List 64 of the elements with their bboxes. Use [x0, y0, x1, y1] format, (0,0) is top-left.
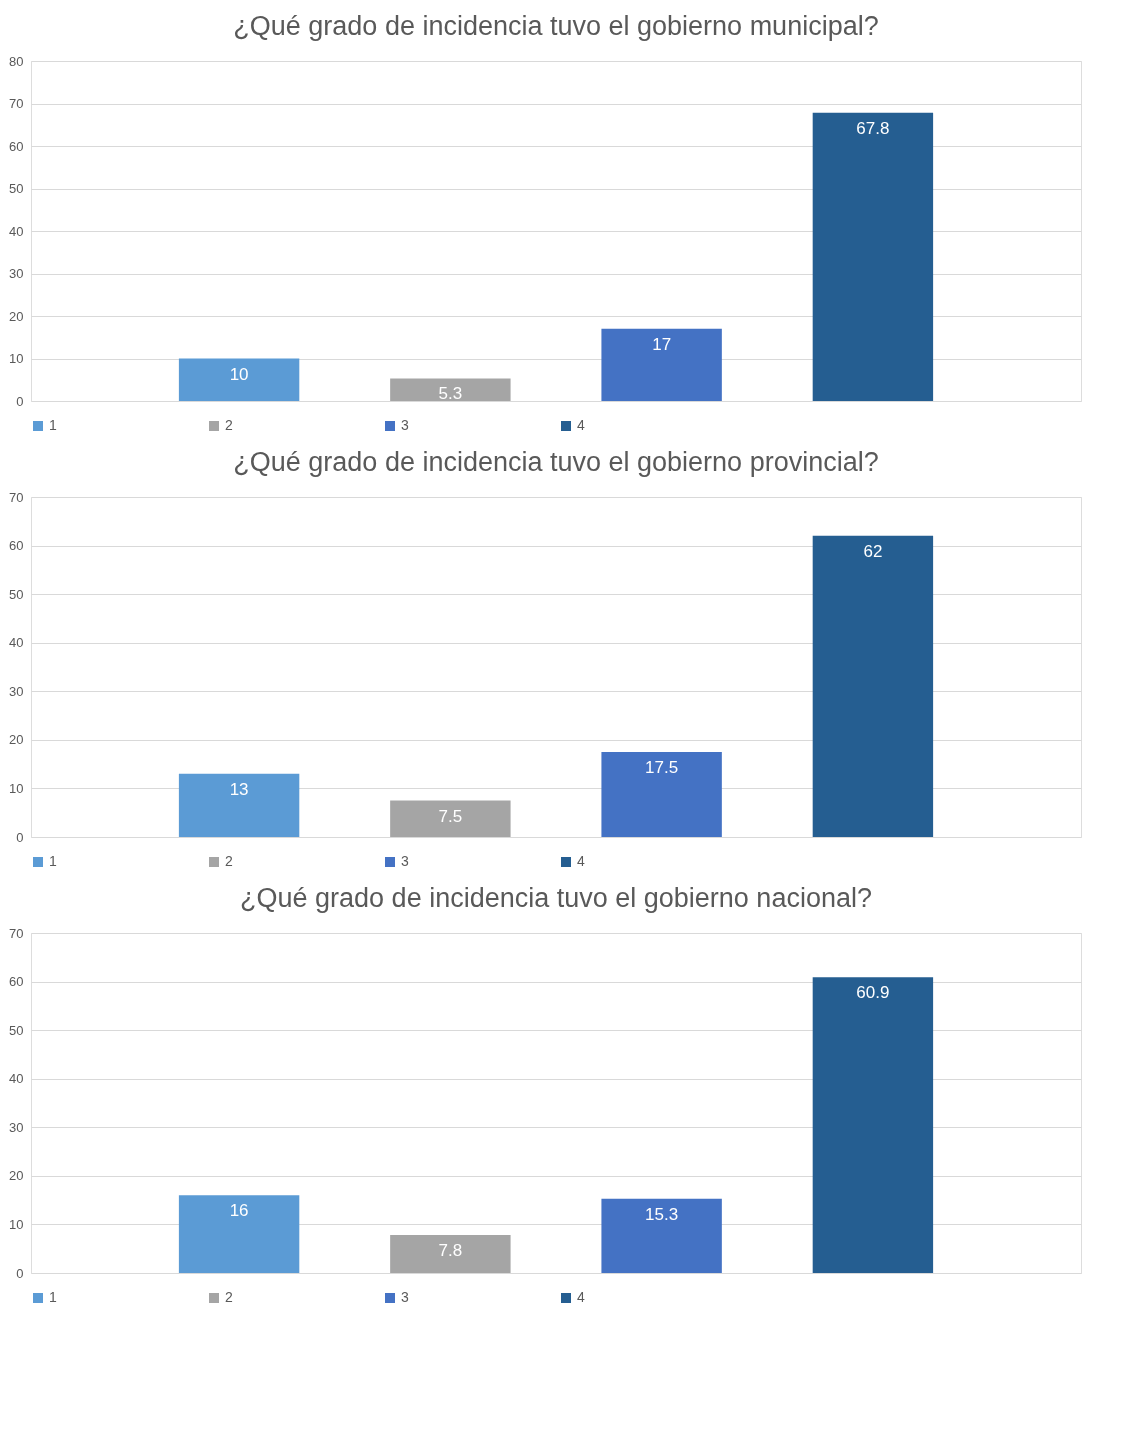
y-tick-label: 70 [9, 925, 24, 941]
y-tick-label: 70 [9, 489, 24, 505]
legend-label: 2 [225, 1289, 233, 1305]
bar [178, 773, 300, 837]
data-label: 60.9 [856, 983, 890, 1003]
bar [812, 112, 934, 401]
legend-label: 1 [49, 417, 57, 433]
data-label: 5.3 [438, 384, 463, 404]
y-tick-label: 40 [9, 1071, 24, 1087]
data-label: 13 [229, 779, 249, 799]
y-tick-label: 60 [9, 974, 24, 990]
bar [601, 328, 722, 401]
y-tick-label: 30 [9, 266, 24, 281]
y-tick-label: 20 [9, 308, 24, 324]
y-tick-label: 20 [9, 1168, 24, 1184]
data-label: 7.8 [438, 1241, 463, 1261]
y-tick-label: 50 [9, 586, 24, 602]
data-label: 10 [229, 364, 249, 384]
y-tick-label: 10 [9, 351, 24, 366]
y-tick-label: 30 [9, 1119, 24, 1135]
legend-label: 3 [401, 1289, 409, 1305]
bar [390, 800, 511, 837]
y-tick-label: 50 [9, 181, 24, 196]
bar [390, 378, 511, 401]
legend-label: 2 [225, 417, 233, 433]
y-tick-label: 10 [9, 1216, 24, 1232]
chart-title: ¿Qué grado de incidencia tuvo el gobierno provincial? [233, 447, 879, 477]
y-tick-label: 0 [16, 1265, 24, 1281]
bar [812, 977, 934, 1273]
data-label: 67.8 [856, 118, 890, 138]
y-tick-label: 20 [9, 732, 24, 748]
y-tick-label: 0 [16, 829, 24, 845]
y-tick-label: 80 [9, 53, 24, 69]
y-tick-label: 70 [9, 96, 24, 111]
bar [390, 1235, 511, 1273]
legend-label: 4 [577, 853, 585, 869]
bar [601, 752, 722, 837]
legend-label: 1 [49, 853, 57, 869]
y-tick-label: 0 [16, 393, 24, 409]
y-tick-label: 60 [9, 138, 24, 154]
y-tick-label: 40 [9, 635, 24, 651]
y-tick-label: 10 [9, 780, 24, 796]
legend-label: 4 [577, 1289, 585, 1305]
legend-label: 1 [49, 1289, 57, 1305]
chart-title: ¿Qué grado de incidencia tuvo el gobierno nacional? [240, 883, 872, 913]
data-label: 62 [863, 541, 883, 561]
data-label: 17.5 [645, 758, 679, 777]
bar [601, 1198, 722, 1273]
legend-label: 4 [577, 417, 585, 433]
y-tick-label: 40 [9, 223, 24, 239]
legend-label: 3 [401, 853, 409, 869]
y-tick-label: 50 [9, 1022, 24, 1038]
legend-label: 3 [401, 417, 409, 433]
legend-label: 2 [225, 853, 233, 869]
data-label: 15.3 [645, 1204, 679, 1224]
data-label: 17 [652, 334, 672, 354]
data-label: 7.5 [438, 806, 463, 826]
y-tick-label: 30 [9, 683, 24, 699]
bar [812, 535, 934, 837]
bar [178, 358, 300, 401]
y-tick-label: 60 [9, 538, 24, 554]
bar [178, 1195, 300, 1273]
data-label: 16 [229, 1201, 249, 1221]
chart-title: ¿Qué grado de incidencia tuvo el gobierno municipal? [233, 11, 879, 41]
